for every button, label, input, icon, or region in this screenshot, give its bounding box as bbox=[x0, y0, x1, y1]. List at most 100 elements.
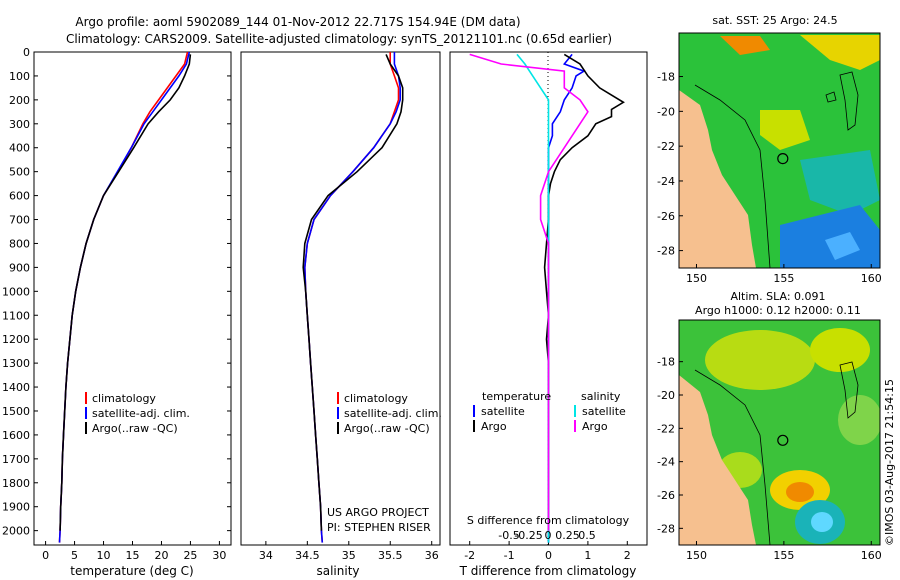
depth-tick-label: 1500 bbox=[2, 405, 30, 418]
legend-label-t-satellite: satellite bbox=[481, 405, 525, 418]
t-difference-label: T difference from climatology bbox=[459, 564, 637, 578]
sla-map-frame bbox=[678, 319, 881, 546]
temperature-x-label: temperature (deg C) bbox=[70, 564, 193, 578]
depth-tick-label: 1700 bbox=[2, 453, 30, 466]
australia-land bbox=[679, 375, 756, 545]
depth-tick-label: 200 bbox=[9, 94, 30, 107]
temperature-line-argo-raw-qc- bbox=[59, 54, 192, 531]
temperature-panel: 0100200300400500600700800900100011001200… bbox=[2, 46, 647, 578]
t-difference-x-tick-label: 1 bbox=[584, 549, 591, 562]
salinity-x-tick-label: 34.5 bbox=[295, 549, 320, 562]
map-y-tick-label: -18 bbox=[657, 356, 675, 369]
depth-tick-label: 100 bbox=[9, 70, 30, 83]
salinity-panel: 34 34.5 35 35.5 36 salinity climatology sate… bbox=[240, 51, 442, 578]
argo-position-marker bbox=[777, 434, 789, 446]
map-y-tick-label: -20 bbox=[657, 389, 675, 402]
map-y-tick-label: -22 bbox=[657, 422, 675, 435]
map-y-tick-label: -26 bbox=[657, 489, 675, 502]
difference-series bbox=[469, 53, 625, 543]
legend-label-s-argo: Argo bbox=[582, 420, 608, 433]
sla-high-1 bbox=[705, 330, 815, 390]
s-difference-axis: -0.5-0.25 0 0.250.5 bbox=[498, 529, 595, 542]
sla-high-2 bbox=[810, 328, 870, 372]
bathymetry-contour bbox=[694, 84, 771, 268]
map-y-tick-label: -22 bbox=[657, 140, 675, 153]
header-line-1: Argo profile: aoml 5902089_144 01-Nov-20… bbox=[75, 15, 520, 29]
sst-map-field bbox=[679, 33, 880, 268]
salinity-x-tick-label: 35.5 bbox=[378, 549, 403, 562]
imos-timestamp: ©IMOS 03-Aug-2017 21:54:15 bbox=[883, 379, 896, 546]
difference-panel: -2 -1 0 1 2 S difference from climatology -0… bbox=[449, 51, 648, 578]
argo-position-marker bbox=[777, 153, 789, 165]
map-y-tick-label: -28 bbox=[657, 245, 675, 258]
salinity-x-label: salinity bbox=[316, 564, 359, 578]
map-y-tick-label: -24 bbox=[657, 175, 675, 188]
legend-label-climatology: climatology bbox=[344, 392, 408, 405]
s-difference-tick-label: -0.5 bbox=[498, 529, 519, 542]
sla-map-axes: 150 155 160 -18 -20 -22 -24 -26 -28 bbox=[657, 356, 882, 562]
temperature-x-axis: 0 5 10 15 20 25 30 bbox=[42, 541, 226, 562]
legend-label-satellite: satellite-adj. clim. bbox=[344, 407, 442, 420]
map-y-tick-label: -18 bbox=[657, 71, 675, 84]
map-y-tick-label: -20 bbox=[657, 105, 675, 118]
temperature-x-tick-label: 15 bbox=[126, 549, 140, 562]
temperature-axes-frame bbox=[33, 51, 232, 546]
cold-water-south bbox=[780, 205, 880, 268]
map-y-tick-label: -26 bbox=[657, 210, 675, 223]
sst-map-title: sat. SST: 25 Argo: 24.5 bbox=[712, 14, 837, 27]
temperature-x-tick-label: 0 bbox=[42, 549, 49, 562]
bathymetry-contour bbox=[694, 369, 771, 545]
depth-tick-label: 2000 bbox=[2, 525, 30, 538]
s-difference-tick-label: 0.5 bbox=[578, 529, 596, 542]
depth-tick-label: 300 bbox=[9, 118, 30, 131]
depth-tick-label: 0 bbox=[23, 46, 30, 59]
s-difference-tick-label: -0.25 bbox=[514, 529, 542, 542]
map-x-tick-label: 160 bbox=[861, 272, 882, 285]
sla-map-title-1: Altim. SLA: 0.091 bbox=[730, 290, 825, 303]
depth-tick-label: 1200 bbox=[2, 333, 30, 346]
legend-label-satellite: satellite-adj. clim. bbox=[92, 407, 190, 420]
depth-tick-label: 1800 bbox=[2, 477, 30, 490]
t-difference-x-tick-label: -1 bbox=[504, 549, 515, 562]
cool-patch bbox=[800, 150, 880, 215]
depth-tick-label: 1100 bbox=[2, 309, 30, 322]
t-difference-x-tick-label: 2 bbox=[624, 549, 631, 562]
depth-tick-label: 400 bbox=[9, 142, 30, 155]
reef-contour-2 bbox=[825, 91, 837, 103]
salinity-line-argo-raw-qc- bbox=[302, 54, 404, 531]
legend-label-argo: Argo(..raw -QC) bbox=[92, 422, 178, 435]
depth-tick-label: 900 bbox=[9, 261, 30, 274]
sla-low-core bbox=[811, 512, 833, 532]
t-difference-x-tick-label: -2 bbox=[464, 549, 475, 562]
project-annotation-line-1: US ARGO PROJECT bbox=[327, 506, 429, 519]
depth-tick-label: 500 bbox=[9, 166, 30, 179]
legend-title-temperature: temperature bbox=[482, 390, 551, 403]
header-line-2: Climatology: CARS2009. Satellite-adjuste… bbox=[66, 32, 612, 46]
australia-land bbox=[679, 90, 756, 268]
s-difference-tick-label: 0 bbox=[545, 529, 552, 542]
depth-tick-label: 1400 bbox=[2, 381, 30, 394]
salinity-x-tick-label: 34 bbox=[259, 549, 273, 562]
sla-map-title-2: Argo h1000: 0.12 h2000: 0.11 bbox=[695, 304, 861, 317]
sst-map: sat. SST: 25 Argo: 24.5 150 155 160 -18 -20 -… bbox=[657, 14, 882, 285]
warm-water-north bbox=[690, 35, 880, 70]
depth-tick-label: 800 bbox=[9, 237, 30, 250]
temperature-x-tick-label: 10 bbox=[97, 549, 111, 562]
project-annotation-line-2: PI: STEPHEN RISER bbox=[327, 521, 431, 534]
map-y-tick-label: -24 bbox=[657, 456, 675, 469]
depth-tick-label: 1000 bbox=[2, 285, 30, 298]
depth-tick-label: 700 bbox=[9, 214, 30, 227]
salinity-legend: climatology satellite-adj. clim. Argo(..… bbox=[337, 392, 442, 435]
temperature-x-tick-label: 30 bbox=[212, 549, 226, 562]
legend-label-argo: Argo(..raw -QC) bbox=[344, 422, 430, 435]
s-difference-label: S difference from climatology bbox=[467, 514, 630, 527]
warm-patch bbox=[760, 110, 810, 150]
salinity-x-tick-label: 35 bbox=[342, 549, 356, 562]
salinity-series bbox=[302, 52, 404, 543]
map-y-tick-label: -28 bbox=[657, 522, 675, 535]
map-x-tick-label: 160 bbox=[861, 549, 882, 562]
salinity-x-axis: 34 34.5 35 35.5 36 bbox=[259, 541, 439, 562]
map-x-tick-label: 150 bbox=[686, 549, 707, 562]
sla-map: Altim. SLA: 0.091 Argo h1000: 0.12 h2000… bbox=[657, 290, 882, 562]
